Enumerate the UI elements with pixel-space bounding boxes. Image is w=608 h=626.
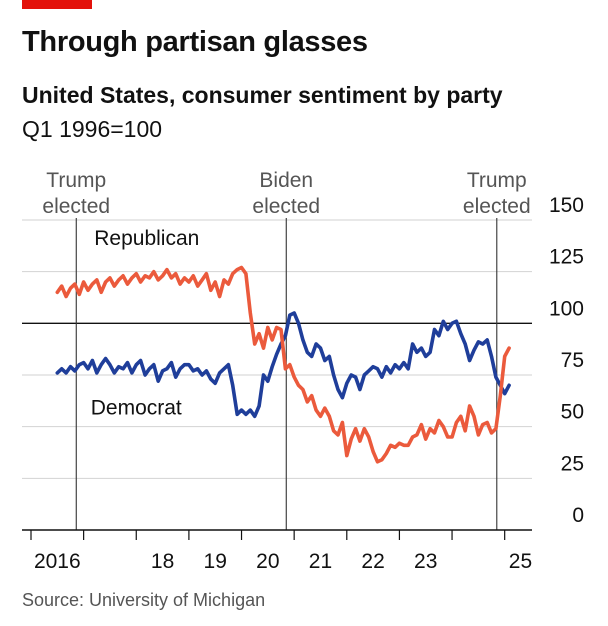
axis-layer bbox=[22, 529, 532, 540]
brand-accent-bar bbox=[22, 0, 92, 9]
y-tick-label-0: 0 bbox=[572, 504, 584, 527]
chart-subtitle: United States, consumer sentiment by par… bbox=[22, 82, 503, 108]
y-tick-label-50: 50 bbox=[561, 401, 584, 424]
y-tick-label-150: 150 bbox=[549, 194, 584, 217]
y-tick-label-125: 125 bbox=[549, 246, 584, 269]
y-tick-label-100: 100 bbox=[549, 297, 584, 320]
x-tick-label-18: 18 bbox=[151, 550, 174, 573]
x-tick-label-20: 20 bbox=[256, 550, 279, 573]
event-label-2-line2: elected bbox=[463, 195, 531, 218]
x-tick-label-23: 23 bbox=[414, 550, 437, 573]
chart-unit-label: Q1 1996=100 bbox=[22, 116, 163, 142]
x-tick-label-22: 22 bbox=[361, 550, 384, 573]
x-tick-label-25: 25 bbox=[509, 550, 532, 573]
y-tick-label-75: 75 bbox=[561, 349, 584, 372]
event-label-0-line1: Trump bbox=[46, 169, 106, 192]
grid-layer bbox=[22, 219, 532, 479]
x-tick-label-2016: 2016 bbox=[34, 550, 81, 573]
series-line-republican bbox=[55, 265, 511, 464]
event-label-1-line1: Biden bbox=[259, 169, 313, 192]
source-note: Source: University of Michigan bbox=[22, 590, 266, 610]
x-tick-label-21: 21 bbox=[309, 550, 332, 573]
y-tick-label-25: 25 bbox=[561, 452, 584, 475]
x-tick-label-19: 19 bbox=[204, 550, 227, 573]
event-label-1-line2: elected bbox=[252, 195, 320, 218]
series-label-democrat: Democrat bbox=[91, 396, 182, 419]
series-layer bbox=[55, 265, 511, 464]
event-layer bbox=[75, 218, 498, 530]
chart-title: Through partisan glasses bbox=[22, 26, 368, 58]
event-label-0-line2: elected bbox=[42, 195, 110, 218]
event-label-2-line1: Trump bbox=[467, 169, 527, 192]
label-layer: 0 25 50 75 100 125 150 Trump elected Biden elected… bbox=[34, 169, 584, 573]
series-label-republican: Republican bbox=[94, 227, 199, 250]
